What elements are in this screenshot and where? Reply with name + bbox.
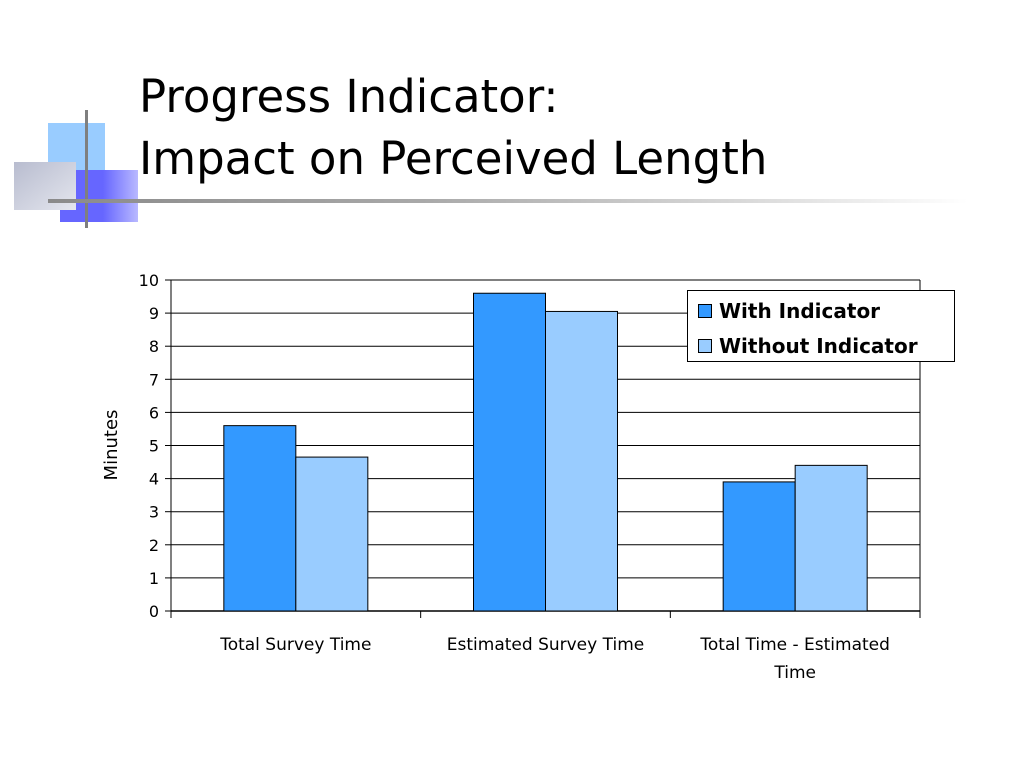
y-tick-label: 5 bbox=[149, 437, 159, 456]
x-category-label: Total Survey Time bbox=[219, 635, 371, 655]
y-tick-label: 1 bbox=[149, 569, 159, 588]
y-tick-label: 2 bbox=[149, 536, 159, 555]
legend-label: With Indicator bbox=[719, 299, 881, 323]
title-line-1: Progress Indicator: bbox=[139, 70, 559, 123]
chart-legend: With Indicator Without Indicator bbox=[687, 290, 955, 362]
legend-label: Without Indicator bbox=[719, 334, 918, 358]
y-tick-label: 6 bbox=[149, 403, 159, 422]
y-tick-label: 7 bbox=[149, 370, 159, 389]
bar-with-indicator bbox=[223, 425, 297, 612]
legend-item: Without Indicator bbox=[698, 334, 918, 358]
legend-swatch bbox=[698, 304, 712, 318]
deco-vertical-line bbox=[85, 110, 88, 228]
y-tick-label: 0 bbox=[149, 602, 159, 621]
legend-item: With Indicator bbox=[698, 299, 880, 323]
bar-without-indicator bbox=[295, 456, 369, 612]
y-tick-label: 10 bbox=[139, 271, 159, 290]
bar-without-indicator bbox=[545, 310, 618, 612]
title-line-2: Impact on Perceived Length bbox=[139, 132, 768, 185]
y-tick-label: 4 bbox=[149, 470, 159, 489]
bar-with-indicator bbox=[722, 481, 796, 612]
bar-with-indicator bbox=[473, 292, 546, 612]
slide-title: Progress Indicator: Impact on Perceived … bbox=[139, 66, 767, 190]
y-tick-label: 8 bbox=[149, 337, 159, 356]
title-underline bbox=[48, 199, 968, 203]
y-tick-label: 9 bbox=[149, 304, 159, 323]
bar-without-indicator bbox=[794, 464, 868, 612]
y-axis-label: Minutes bbox=[101, 410, 122, 481]
legend-swatch bbox=[698, 339, 712, 353]
x-category-label: Estimated Survey Time bbox=[447, 635, 644, 655]
y-tick-label: 3 bbox=[149, 503, 159, 522]
x-category-label: Total Time - Estimated Time bbox=[699, 635, 890, 683]
